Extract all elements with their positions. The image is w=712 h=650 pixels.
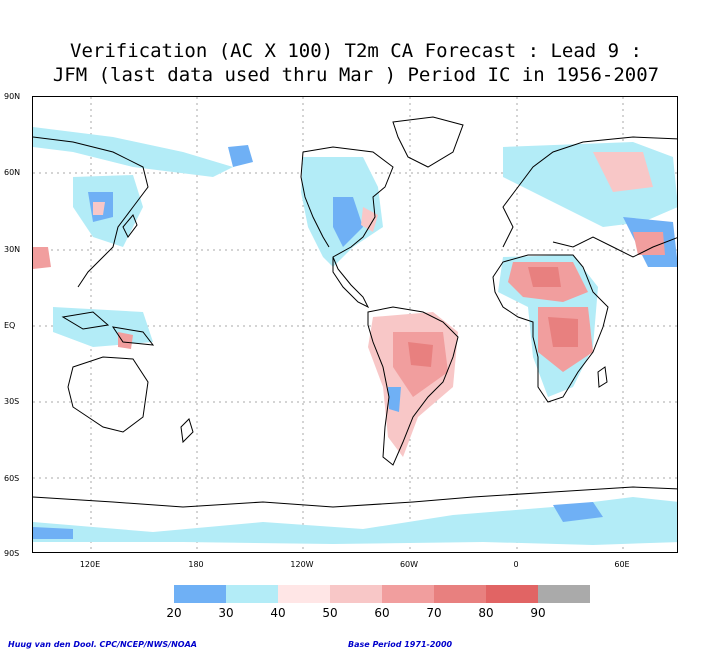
colorbar-cell — [278, 585, 330, 603]
lon-label-120w: 120W — [290, 560, 314, 569]
colorbar-label: 60 — [374, 606, 390, 620]
colorbar-label: 20 — [166, 606, 182, 620]
lat-label-60n: 60N — [4, 168, 21, 177]
map-svg — [33, 97, 677, 552]
colorbar-cell — [226, 585, 278, 603]
lon-label-60w: 60W — [399, 560, 419, 569]
lon-label-180: 180 — [188, 560, 204, 569]
coastlines — [33, 116, 677, 508]
colorbar-label: 30 — [218, 606, 234, 620]
lon-label-0: 0 — [513, 560, 519, 569]
colorbar-cell — [330, 585, 382, 603]
colorbar-label: 90 — [530, 606, 546, 620]
lat-label-90s: 90S — [4, 549, 20, 558]
colorbar-cell — [434, 585, 486, 603]
title-line-1: Verification (AC X 100) T2m CA Forecast … — [70, 40, 642, 62]
credit-author: Huug van den Dool. CPC/NCEP/NWS/NOAA — [8, 640, 197, 649]
colorbar-cell — [174, 585, 226, 603]
colorbar-label: 40 — [270, 606, 286, 620]
world-map — [32, 96, 678, 553]
colorbar-label: 70 — [426, 606, 442, 620]
colorbar-cell — [486, 585, 538, 603]
colorbar-label: 80 — [478, 606, 494, 620]
credit-base-period: Base Period 1971-2000 — [348, 640, 453, 649]
lat-label-30n: 30N — [4, 245, 21, 254]
title-line-2: JFM (last data used thru Mar ) Period IC… — [52, 64, 660, 86]
colorbar — [174, 585, 590, 603]
lat-label-30s: 30S — [4, 397, 20, 406]
lat-label-60s: 60S — [4, 474, 20, 483]
lon-label-60e: 60E — [614, 560, 630, 569]
lon-label-120e: 120E — [79, 560, 101, 569]
colorbar-label: 50 — [322, 606, 338, 620]
colorbar-cell — [538, 585, 590, 603]
lat-label-90n: 90N — [4, 92, 21, 101]
skill-shading — [33, 127, 677, 545]
lat-label-eq: EQ — [4, 321, 16, 330]
colorbar-cell — [382, 585, 434, 603]
